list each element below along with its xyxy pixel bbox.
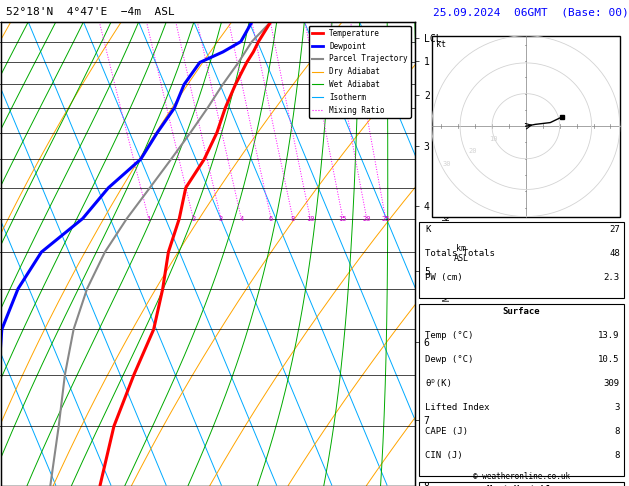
Text: 2: 2 — [191, 216, 196, 222]
Text: CIN (J): CIN (J) — [425, 451, 463, 460]
Text: 3: 3 — [615, 403, 620, 412]
Text: 10: 10 — [306, 216, 314, 222]
Text: 27: 27 — [609, 225, 620, 234]
Text: PW (cm): PW (cm) — [425, 273, 463, 282]
Text: 20: 20 — [469, 148, 477, 155]
Text: 8: 8 — [615, 451, 620, 460]
Text: 13.9: 13.9 — [598, 330, 620, 340]
Bar — [419, 304, 624, 476]
Text: K: K — [425, 225, 431, 234]
Text: 8: 8 — [291, 216, 295, 222]
Text: 15: 15 — [338, 216, 347, 222]
Text: θᴰ(K): θᴰ(K) — [425, 379, 452, 388]
Text: 1: 1 — [147, 216, 151, 222]
Legend: Temperature, Dewpoint, Parcel Trajectory, Dry Adiabat, Wet Adiabat, Isotherm, Mi: Temperature, Dewpoint, Parcel Trajectory… — [309, 26, 411, 118]
Text: 4: 4 — [239, 216, 243, 222]
Bar — [432, 36, 620, 217]
Text: 25.09.2024  06GMT  (Base: 00): 25.09.2024 06GMT (Base: 00) — [433, 7, 628, 17]
Text: Surface: Surface — [503, 307, 540, 315]
Bar — [419, 222, 624, 298]
Text: 6: 6 — [269, 216, 273, 222]
Text: kt: kt — [436, 40, 446, 50]
Text: 2.3: 2.3 — [604, 273, 620, 282]
Text: Mixing Ratio (g/kg): Mixing Ratio (g/kg) — [443, 206, 452, 301]
Bar — [419, 482, 624, 486]
Text: 10.5: 10.5 — [598, 355, 620, 364]
Text: 52°18'N  4°47'E  −4m  ASL: 52°18'N 4°47'E −4m ASL — [6, 7, 175, 17]
Text: 30: 30 — [443, 161, 451, 167]
Text: 25: 25 — [381, 216, 390, 222]
Text: 8: 8 — [615, 427, 620, 436]
Text: Temp (°C): Temp (°C) — [425, 330, 474, 340]
Text: 48: 48 — [609, 249, 620, 258]
Text: CAPE (J): CAPE (J) — [425, 427, 469, 436]
Text: 3: 3 — [219, 216, 223, 222]
Text: 10: 10 — [489, 136, 498, 141]
Text: Dewp (°C): Dewp (°C) — [425, 355, 474, 364]
Text: Totals Totals: Totals Totals — [425, 249, 496, 258]
Text: 20: 20 — [362, 216, 371, 222]
Text: Most Unstable: Most Unstable — [487, 485, 557, 486]
Text: Lifted Index: Lifted Index — [425, 403, 490, 412]
Y-axis label: km
ASL: km ASL — [454, 244, 469, 263]
Text: © weatheronline.co.uk: © weatheronline.co.uk — [473, 472, 570, 481]
Text: 309: 309 — [604, 379, 620, 388]
